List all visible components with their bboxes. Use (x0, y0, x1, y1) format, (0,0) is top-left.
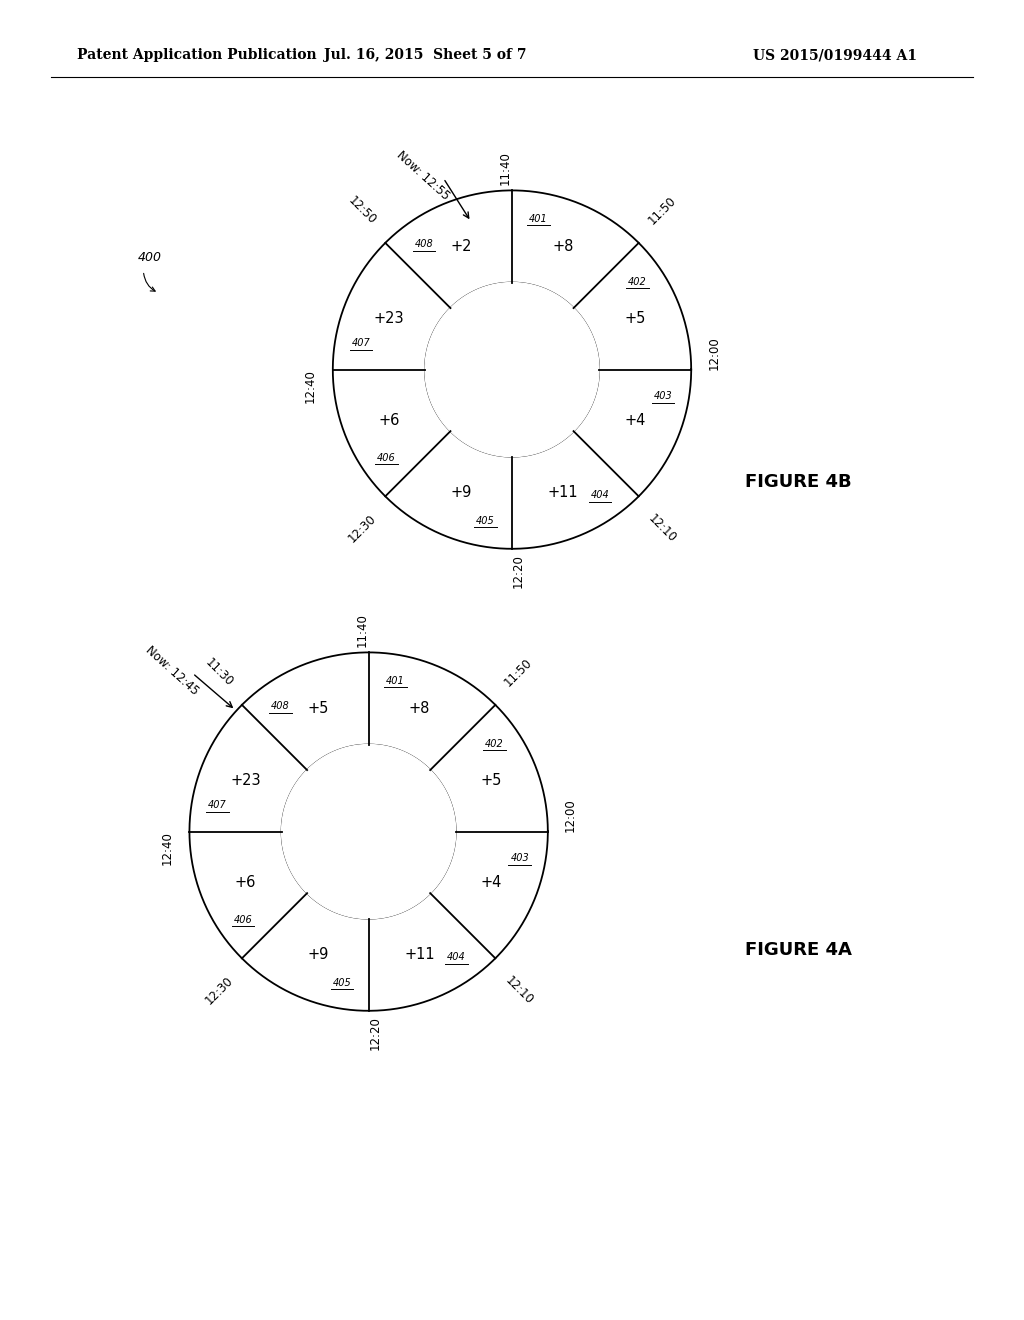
Text: 402: 402 (485, 739, 504, 748)
Text: +4: +4 (625, 413, 646, 428)
Text: 408: 408 (271, 701, 290, 711)
Text: 12:00: 12:00 (708, 335, 720, 370)
Text: 12:20: 12:20 (369, 1016, 382, 1051)
Text: +23: +23 (230, 774, 261, 788)
Text: US 2015/0199444 A1: US 2015/0199444 A1 (753, 49, 916, 62)
Text: Now: 12:45: Now: 12:45 (143, 644, 202, 698)
Text: 405: 405 (476, 516, 495, 525)
Text: 12:50: 12:50 (345, 194, 379, 227)
Text: +2: +2 (451, 239, 472, 255)
Text: +5: +5 (625, 312, 646, 326)
Text: 408: 408 (415, 239, 433, 249)
Text: 406: 406 (377, 453, 395, 462)
Text: +6: +6 (378, 413, 399, 428)
Polygon shape (333, 190, 691, 549)
Polygon shape (425, 282, 599, 457)
Text: 12:10: 12:10 (502, 974, 536, 1007)
Text: +11: +11 (404, 946, 435, 962)
Text: 401: 401 (386, 676, 404, 685)
Text: 12:20: 12:20 (512, 554, 525, 589)
Polygon shape (189, 652, 548, 1011)
Text: 12:40: 12:40 (161, 832, 173, 866)
Polygon shape (282, 744, 456, 919)
Text: 11:30: 11:30 (202, 656, 236, 689)
Text: 406: 406 (233, 915, 252, 924)
Text: Jul. 16, 2015  Sheet 5 of 7: Jul. 16, 2015 Sheet 5 of 7 (324, 49, 526, 62)
Text: +4: +4 (481, 875, 503, 890)
Text: +6: +6 (234, 875, 256, 890)
Text: 12:00: 12:00 (564, 797, 577, 832)
Text: +9: +9 (451, 484, 472, 500)
Text: +8: +8 (552, 239, 573, 255)
Text: 404: 404 (591, 490, 609, 500)
Text: 403: 403 (510, 853, 529, 863)
Text: +9: +9 (307, 946, 329, 962)
Text: +5: +5 (481, 774, 503, 788)
Text: 11:50: 11:50 (645, 194, 679, 227)
Text: 401: 401 (529, 214, 548, 223)
Text: 12:30: 12:30 (345, 512, 379, 545)
Text: +8: +8 (409, 701, 430, 717)
Text: FIGURE 4A: FIGURE 4A (745, 941, 852, 960)
Text: 407: 407 (351, 338, 371, 348)
Text: Patent Application Publication: Patent Application Publication (77, 49, 316, 62)
Text: 407: 407 (208, 800, 227, 810)
Text: 12:10: 12:10 (645, 512, 679, 545)
Text: 402: 402 (629, 277, 647, 286)
Text: FIGURE 4B: FIGURE 4B (745, 473, 852, 491)
Text: 11:40: 11:40 (499, 150, 512, 185)
Text: 12:40: 12:40 (304, 370, 316, 404)
Text: +5: +5 (307, 701, 329, 717)
Text: 400: 400 (138, 251, 162, 264)
Text: 403: 403 (653, 391, 673, 401)
Text: 405: 405 (333, 978, 351, 987)
Text: Now: 12:55: Now: 12:55 (394, 149, 453, 203)
Text: +23: +23 (374, 312, 404, 326)
Text: 404: 404 (447, 952, 466, 962)
Text: 12:30: 12:30 (202, 974, 236, 1007)
Text: +11: +11 (548, 484, 579, 500)
Text: 11:40: 11:40 (355, 612, 369, 647)
Text: 11:50: 11:50 (502, 656, 536, 689)
